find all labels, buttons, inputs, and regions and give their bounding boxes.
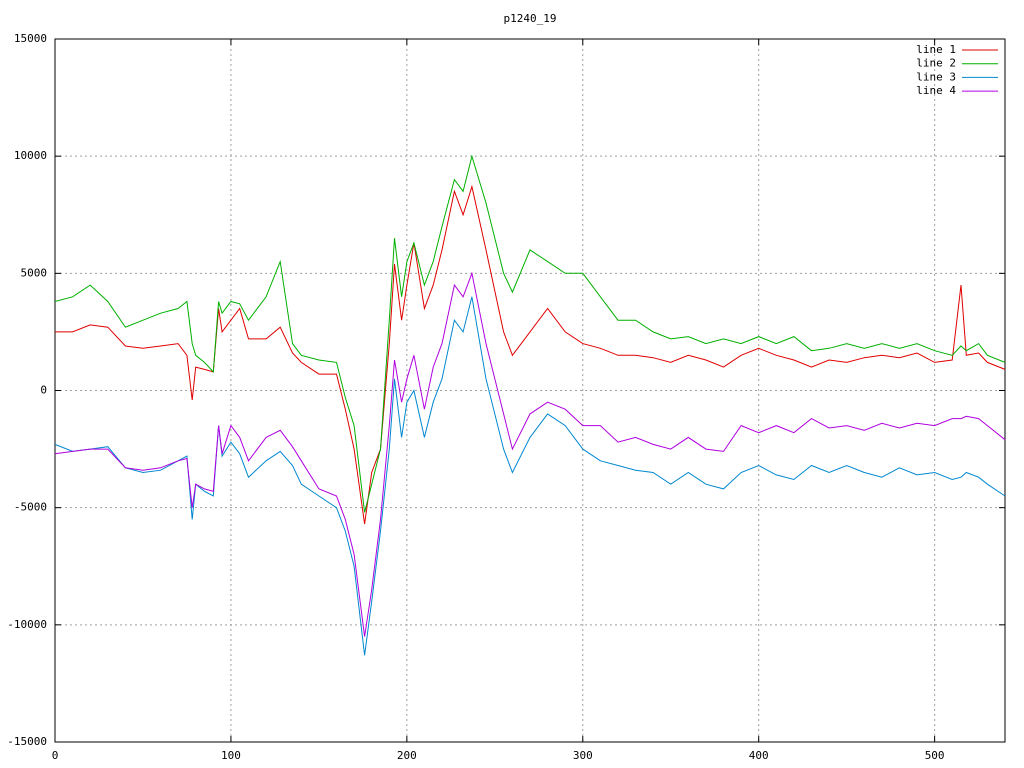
- legend-label: line 3: [916, 70, 956, 83]
- plot-frame: [54, 38, 1006, 743]
- series-line: [54, 271, 1006, 637]
- series-line: [54, 154, 1006, 513]
- legend-label: line 2: [916, 57, 956, 70]
- y-tick-label: 5000: [21, 266, 48, 279]
- x-tick-label: 100: [221, 749, 241, 762]
- x-tick-label: 400: [749, 749, 769, 762]
- x-tick-label: 500: [925, 749, 945, 762]
- y-tick-label: 15000: [14, 32, 47, 45]
- y-tick-label: 0: [40, 384, 47, 397]
- series-line: [54, 296, 1006, 656]
- y-tick-label: -15000: [7, 735, 47, 748]
- y-tick-label: 10000: [14, 149, 47, 162]
- legend-label: line 4: [916, 84, 956, 97]
- x-tick-label: 300: [573, 749, 593, 762]
- y-tick-label: -5000: [14, 501, 47, 514]
- y-tick-label: -10000: [7, 618, 47, 631]
- legend-label: line 1: [916, 43, 956, 56]
- chart-title: p1240_19: [504, 12, 557, 25]
- x-tick-label: 200: [397, 749, 417, 762]
- x-tick-label: 0: [52, 749, 59, 762]
